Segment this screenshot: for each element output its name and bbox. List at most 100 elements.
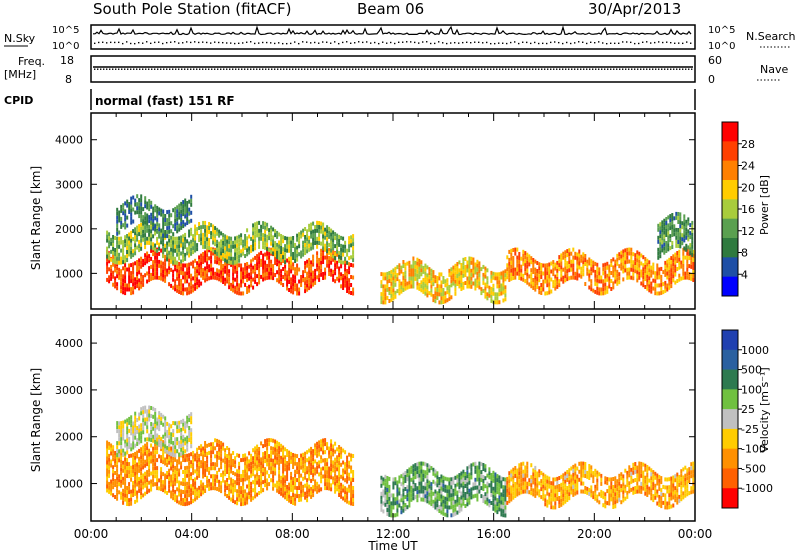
range-cell	[266, 242, 269, 247]
range-cell	[180, 270, 183, 275]
range-cell	[552, 268, 555, 273]
range-cell	[290, 487, 293, 492]
range-cell	[152, 426, 155, 431]
range-cell	[116, 219, 119, 224]
nave-dot	[502, 68, 504, 70]
range-cell	[192, 288, 195, 293]
range-cell	[286, 497, 289, 501]
range-cell	[178, 452, 181, 457]
range-cell	[316, 224, 319, 229]
range-cell	[284, 487, 287, 492]
range-cell	[458, 260, 461, 265]
range-cell	[120, 441, 123, 446]
range-cell	[394, 266, 397, 271]
range-cell	[182, 291, 185, 296]
nsearch-dot	[122, 42, 124, 45]
range-cell	[326, 486, 329, 491]
range-cell	[216, 442, 219, 447]
freq-panel	[90, 55, 696, 83]
range-cell	[292, 282, 295, 287]
range-cell	[138, 198, 141, 203]
range-cell	[186, 435, 189, 440]
range-cell	[568, 256, 571, 261]
nave-dot	[526, 68, 528, 70]
range-cell	[240, 263, 243, 268]
range-cell	[282, 493, 285, 498]
range-cell	[128, 482, 131, 487]
range-cell	[296, 462, 299, 467]
range-cell	[316, 244, 319, 249]
range-cell	[126, 446, 129, 451]
range-cell	[282, 267, 285, 271]
range-cell	[242, 497, 245, 502]
range-cell	[692, 258, 695, 262]
range-cell	[138, 214, 141, 219]
range-cell	[677, 216, 680, 220]
range-cell	[254, 255, 257, 260]
range-cell	[338, 477, 341, 481]
range-cell	[242, 493, 245, 498]
range-cell	[330, 447, 333, 452]
range-cell	[252, 448, 255, 453]
range-cell	[318, 229, 321, 233]
range-cell	[174, 445, 177, 450]
range-cell	[412, 268, 415, 273]
nave-dot	[664, 68, 666, 70]
range-cell	[268, 259, 271, 264]
range-cell	[130, 473, 133, 478]
range-cell	[234, 488, 237, 493]
range-cell	[186, 493, 189, 498]
range-cell	[146, 454, 149, 459]
range-cell	[296, 494, 299, 499]
range-cell	[436, 280, 439, 284]
range-cell	[524, 267, 527, 272]
range-cell	[306, 233, 309, 238]
range-cell	[538, 278, 541, 283]
range-cell	[614, 263, 617, 268]
range-cell	[154, 275, 157, 280]
range-cell	[246, 484, 249, 489]
range-cell	[258, 280, 261, 285]
range-cell	[462, 281, 465, 286]
range-cell	[416, 273, 419, 278]
range-cell	[130, 216, 133, 221]
range-cell	[246, 262, 249, 266]
range-cell	[258, 455, 261, 459]
range-cell	[208, 478, 211, 483]
range-cell	[198, 255, 201, 260]
range-cell	[274, 257, 277, 261]
nsearch-dot	[234, 42, 236, 45]
range-cell	[416, 498, 419, 503]
range-cell	[120, 471, 123, 476]
range-cell	[616, 257, 619, 262]
range-cell	[384, 276, 387, 281]
range-cell	[626, 255, 629, 260]
range-cell	[430, 498, 433, 503]
range-cell	[308, 492, 311, 497]
range-cell	[288, 248, 291, 253]
range-cell	[232, 487, 235, 491]
range-cell	[236, 469, 239, 474]
range-cell	[176, 213, 179, 218]
range-cell	[190, 476, 193, 481]
range-cell	[230, 244, 233, 249]
range-cell	[174, 210, 177, 215]
range-cell	[346, 487, 349, 492]
range-cell	[252, 464, 255, 469]
range-cell	[664, 280, 667, 285]
range-cell	[308, 262, 311, 267]
range-cell	[246, 228, 249, 233]
range-cell	[424, 275, 427, 280]
range-cell	[602, 271, 605, 276]
range-cell	[116, 472, 119, 477]
range-cell	[659, 254, 662, 259]
range-cell	[244, 266, 247, 271]
range-cell	[448, 485, 451, 490]
range-cell	[322, 458, 325, 463]
range-cell	[304, 467, 307, 472]
range-cell	[134, 419, 137, 424]
range-cell	[622, 261, 625, 266]
range-cell	[254, 226, 257, 231]
range-cell	[336, 487, 339, 492]
